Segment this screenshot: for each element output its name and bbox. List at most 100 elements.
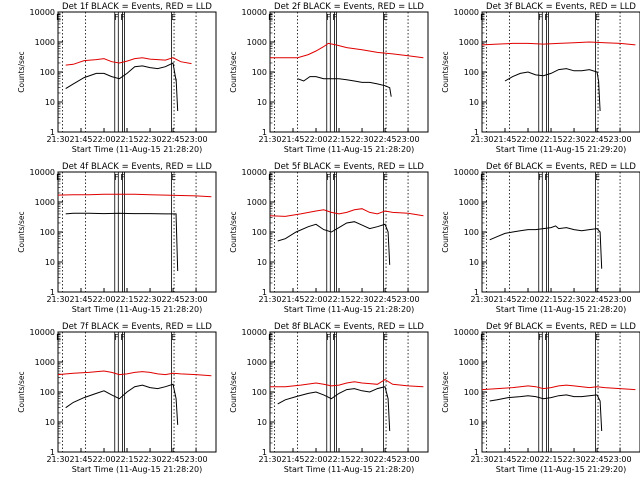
event-marker-label: F — [120, 13, 125, 22]
event-marker-label: F — [538, 173, 543, 182]
y-tick-label: 10000 — [30, 168, 55, 177]
x-tick-label: 22:15 — [115, 295, 138, 304]
y-tick-label: 1000 — [459, 198, 479, 207]
event-marker-label: F — [120, 333, 125, 342]
series-line-events — [65, 62, 179, 112]
x-tick-label: 22:00 — [516, 135, 539, 144]
y-tick-label: 1000 — [247, 38, 267, 47]
y-tick-label: 10000 — [454, 8, 479, 17]
y-tick-label: 1 — [474, 448, 479, 457]
chart-panel-6: Det 6f BLACK = Events, RED = LLD 1 10 100 10… — [441, 162, 640, 314]
series-line-events — [297, 76, 392, 97]
y-tick-label: 1 — [50, 448, 55, 457]
chart-panel-7: Det 7f BLACK = Events, RED = LLD 1 10 100 10… — [17, 322, 217, 474]
x-tick-label: 23:00 — [397, 295, 420, 304]
event-marker-label: E — [268, 333, 273, 342]
x-tick-label: 22:15 — [115, 135, 138, 144]
y-axis-label: Counts/sec — [17, 371, 26, 412]
x-tick-label: 22:45 — [586, 455, 609, 464]
event-marker-label: F — [326, 13, 331, 22]
x-tick-label: 22:45 — [586, 295, 609, 304]
x-tick-label: 21:45 — [69, 295, 92, 304]
event-marker-label: E — [595, 173, 600, 182]
chart-panel-1: Det 1f BLACK = Events, RED = LLD 1 10 100 10… — [17, 2, 217, 154]
x-tick-label: 22:15 — [539, 135, 562, 144]
chart-title: Det 7f BLACK = Events, RED = LLD — [62, 322, 212, 332]
y-tick-label: 10000 — [30, 328, 55, 337]
event-marker-label: E — [171, 173, 176, 182]
x-tick-label: 23:00 — [185, 295, 208, 304]
y-tick-label: 1 — [474, 288, 479, 297]
x-tick-label: 21:45 — [281, 455, 304, 464]
y-tick-label: 1000 — [247, 198, 267, 207]
chart-title: Det 1f BLACK = Events, RED = LLD — [62, 2, 212, 12]
event-marker-label: E — [56, 333, 61, 342]
x-tick-label: 22:45 — [162, 295, 185, 304]
series-line-events — [277, 386, 391, 432]
y-tick-label: 10000 — [242, 8, 267, 17]
x-tick-label: 21:30 — [258, 135, 281, 144]
y-tick-label: 10 — [45, 418, 55, 427]
event-marker-label: E — [480, 333, 485, 342]
plot-frame — [57, 331, 217, 453]
series-line-lld — [481, 41, 636, 46]
y-tick-label: 10 — [257, 258, 267, 267]
x-tick-label: 23:00 — [609, 455, 632, 464]
event-marker-label: F — [326, 333, 331, 342]
y-tick-label: 10 — [469, 418, 479, 427]
y-axis-label: Counts/sec — [229, 371, 238, 412]
chart-title: Det 9f BLACK = Events, RED = LLD — [486, 322, 636, 332]
event-marker-label: F — [332, 173, 337, 182]
event-marker-label: E — [171, 13, 176, 22]
x-tick-label: 21:30 — [46, 135, 69, 144]
x-tick-label: 22:45 — [374, 135, 397, 144]
y-axis-label: Counts/sec — [441, 51, 450, 92]
series-line-events — [489, 225, 603, 269]
plot-frame — [481, 331, 640, 453]
y-tick-label: 1000 — [247, 358, 267, 367]
x-tick-label: 22:30 — [139, 135, 162, 144]
x-tick-label: 23:00 — [185, 135, 208, 144]
x-tick-label: 22:45 — [374, 295, 397, 304]
plot-frame — [57, 11, 217, 133]
x-tick-label: 21:45 — [69, 135, 92, 144]
x-tick-label: 22:30 — [563, 295, 586, 304]
x-tick-label: 22:30 — [563, 135, 586, 144]
x-tick-label: 22:00 — [304, 295, 327, 304]
series-line-events — [65, 383, 179, 425]
event-marker-label: E — [268, 13, 273, 22]
x-tick-label: 22:45 — [162, 455, 185, 464]
y-tick-label: 1 — [262, 128, 267, 137]
x-tick-label: 21:45 — [493, 295, 516, 304]
event-marker-label: E — [171, 333, 176, 342]
series-line-lld — [481, 384, 636, 391]
y-tick-label: 1 — [50, 288, 55, 297]
y-tick-label: 10 — [45, 98, 55, 107]
x-tick-label: 22:15 — [539, 295, 562, 304]
y-tick-label: 10 — [469, 258, 479, 267]
event-marker-label: E — [383, 333, 388, 342]
chart-panel-2: Det 2f BLACK = Events, RED = LLD 1 10 100 10… — [229, 2, 429, 154]
x-tick-label: 22:45 — [586, 135, 609, 144]
event-marker-label: E — [383, 173, 388, 182]
y-tick-label: 100 — [40, 228, 55, 237]
x-tick-label: 22:45 — [162, 135, 185, 144]
chart-panel-3: Det 3f BLACK = Events, RED = LLD 1 10 100 10… — [441, 2, 640, 154]
x-axis-label: Start Time (11-Aug-15 21:29:20) — [496, 465, 627, 474]
x-tick-label: 21:30 — [258, 455, 281, 464]
plot-frame — [269, 11, 429, 133]
y-tick-label: 10 — [257, 98, 267, 107]
event-marker-label: E — [268, 173, 273, 182]
y-tick-label: 10000 — [242, 168, 267, 177]
event-marker-label: F — [332, 13, 337, 22]
plot-frame — [57, 171, 217, 293]
series-line-lld — [65, 57, 192, 66]
x-tick-label: 23:00 — [185, 455, 208, 464]
x-tick-label: 22:15 — [327, 135, 350, 144]
x-tick-label: 21:45 — [281, 135, 304, 144]
series-line-lld — [270, 379, 424, 388]
y-tick-label: 1000 — [35, 198, 55, 207]
series-line-lld — [57, 193, 212, 198]
event-marker-label: F — [544, 173, 549, 182]
